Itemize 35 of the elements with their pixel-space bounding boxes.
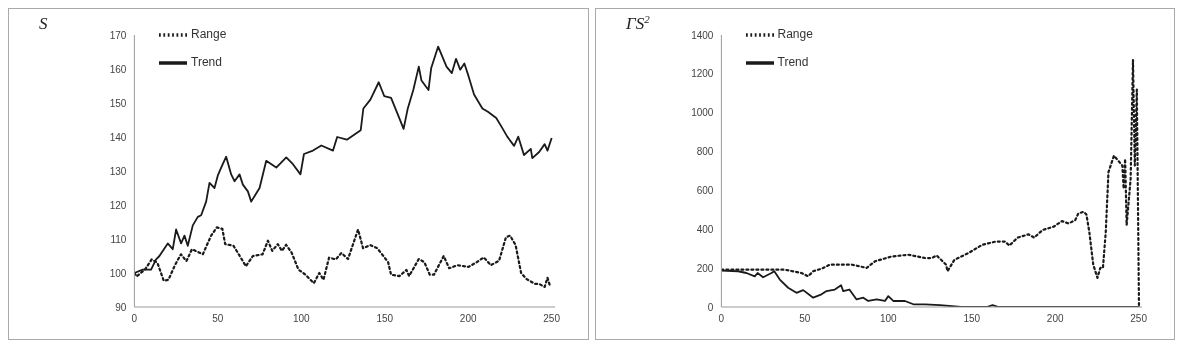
y-tick-label: 1000 bbox=[690, 107, 714, 119]
y-tick-label: 110 bbox=[110, 233, 127, 245]
x-tick-label: 150 bbox=[962, 313, 981, 325]
legend-label: Trend bbox=[777, 55, 809, 70]
y-tick-label: 140 bbox=[109, 131, 127, 143]
x-tick-label: 250 bbox=[543, 313, 561, 325]
y-tick-label: 400 bbox=[696, 223, 714, 235]
x-tick-label: 50 bbox=[212, 313, 224, 325]
x-tick-label: 200 bbox=[459, 313, 477, 325]
y-tick-label: 200 bbox=[696, 262, 714, 274]
legend-label: Trend bbox=[191, 55, 222, 70]
x-tick-label: 200 bbox=[1046, 313, 1064, 325]
y-axis-title: S bbox=[39, 14, 48, 33]
legend-label: Range bbox=[777, 27, 813, 42]
x-tick-label: 0 bbox=[131, 313, 138, 325]
y-tick-label: 120 bbox=[109, 199, 127, 211]
y-tick-label: 1400 bbox=[690, 29, 714, 41]
x-tick-label: 0 bbox=[718, 313, 725, 325]
y-tick-label: 90 bbox=[115, 301, 127, 313]
x-tick-label: 250 bbox=[1129, 313, 1147, 325]
legend-label: Range bbox=[191, 27, 227, 42]
y-tick-label: 150 bbox=[109, 97, 127, 109]
y-axis-title: ΓS$^{2}$ bbox=[624, 13, 650, 33]
y-tick-label: 600 bbox=[696, 184, 714, 196]
x-tick-label: 150 bbox=[376, 313, 394, 325]
y-tick-label: 800 bbox=[696, 146, 714, 158]
y-tick-label: 160 bbox=[109, 63, 127, 75]
y-tick-label: 170 bbox=[109, 29, 127, 41]
y-tick-label: 130 bbox=[109, 165, 127, 177]
y-tick-label: 1200 bbox=[690, 68, 714, 80]
x-tick-label: 100 bbox=[879, 313, 897, 325]
y-tick-label: 0 bbox=[707, 301, 714, 313]
x-tick-label: 50 bbox=[798, 313, 811, 325]
x-tick-label: 100 bbox=[292, 313, 311, 325]
y-tick-label: 100 bbox=[109, 267, 127, 279]
